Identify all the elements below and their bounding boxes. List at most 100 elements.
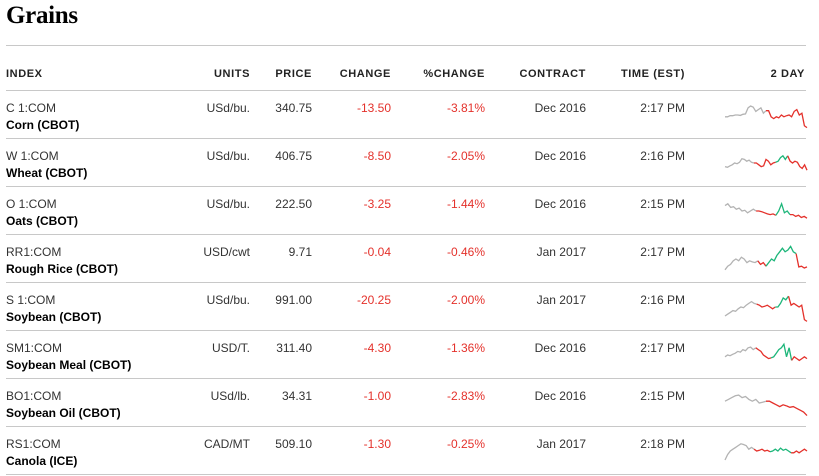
- two-day-sparkline[interactable]: [724, 95, 808, 135]
- symbol-label: O 1:COM: [6, 197, 57, 211]
- contract-value: Dec 2016: [534, 197, 586, 211]
- price-value: 991.00: [275, 293, 312, 307]
- change-value: -1.30: [363, 437, 391, 451]
- table-row[interactable]: BO1:COM Soybean Oil (CBOT) USd/lb. 34.31 -1.…: [0, 379, 819, 427]
- instrument-name[interactable]: Rough Rice (CBOT): [6, 262, 118, 276]
- sparkline-previous-day: [724, 202, 757, 214]
- sparkline-previous-day: [724, 157, 755, 169]
- title-divider: [6, 45, 806, 46]
- header-units[interactable]: UNITS: [214, 68, 250, 80]
- sparkline-down-segment: [786, 405, 808, 417]
- change-value: -20.25: [356, 293, 391, 307]
- pct-change-value: -1.44%: [446, 197, 485, 211]
- price-value: 340.75: [275, 101, 312, 115]
- contract-value: Dec 2016: [534, 341, 586, 355]
- sparkline-up-segment: [775, 201, 791, 216]
- instrument-name[interactable]: Canola (ICE): [6, 454, 78, 468]
- sparkline-down-segment: [755, 347, 772, 360]
- change-value: -1.00: [363, 389, 391, 403]
- row-divider: [6, 282, 806, 283]
- two-day-sparkline[interactable]: [724, 335, 808, 375]
- units-value: USd/bu.: [206, 149, 250, 163]
- price-value: 9.71: [288, 245, 312, 259]
- pct-change-value: -3.81%: [446, 101, 485, 115]
- sparkline-down-segment: [756, 303, 776, 310]
- instrument-name[interactable]: Soybean Meal (CBOT): [6, 358, 132, 372]
- sparkline-down-segment: [787, 155, 808, 171]
- sparkline-previous-day: [724, 300, 757, 317]
- table-row[interactable]: S 1:COM Soybean (CBOT) USd/bu. 991.00 -20.25…: [0, 283, 819, 331]
- header-2day-chart[interactable]: 2 DAY: [770, 68, 805, 80]
- pct-change-value: -2.00%: [446, 293, 485, 307]
- change-value: -13.50: [356, 101, 391, 115]
- table-row[interactable]: W 1:COM Wheat (CBOT) USd/bu. 406.75 -8.50 -2.…: [0, 139, 819, 187]
- two-day-sparkline[interactable]: [724, 431, 808, 471]
- table-row[interactable]: RR1:COM Rough Rice (CBOT) USD/cwt 9.71 -0.04…: [0, 235, 819, 283]
- header-divider: [6, 90, 806, 91]
- sparkline-previous-day: [724, 443, 755, 461]
- change-value: -8.50: [363, 149, 391, 163]
- sparkline-up-segment: [775, 154, 789, 163]
- sparkline-previous-day: [724, 346, 757, 358]
- row-divider: [6, 474, 806, 475]
- table-row[interactable]: O 1:COM Oats (CBOT) USd/bu. 222.50 -3.25 -1.4…: [0, 187, 819, 235]
- two-day-sparkline[interactable]: [724, 191, 808, 231]
- time-value: 2:16 PM: [640, 293, 685, 307]
- sparkline-down-segment: [756, 210, 777, 216]
- two-day-sparkline[interactable]: [724, 287, 808, 327]
- table-row[interactable]: RS1:COM Canola (ICE) CAD/MT 509.10 -1.30 -0.2…: [0, 427, 819, 475]
- page-title: Grains: [6, 2, 78, 29]
- pct-change-value: -0.46%: [446, 245, 485, 259]
- time-value: 2:15 PM: [640, 389, 685, 403]
- header-contract[interactable]: CONTRACT: [519, 68, 586, 80]
- table-row[interactable]: C 1:COM Corn (CBOT) USd/bu. 340.75 -13.50 -3.…: [0, 91, 819, 139]
- units-value: USd/bu.: [206, 101, 250, 115]
- instrument-name[interactable]: Corn (CBOT): [6, 118, 80, 132]
- sparkline-down-segment: [786, 108, 808, 129]
- time-value: 2:16 PM: [640, 149, 685, 163]
- header-change[interactable]: CHANGE: [339, 68, 391, 80]
- sparkline-down-segment: [787, 296, 808, 322]
- instrument-name[interactable]: Wheat (CBOT): [6, 166, 88, 180]
- instrument-name[interactable]: Soybean Oil (CBOT): [6, 406, 121, 420]
- sparkline-up-segment: [765, 245, 797, 267]
- units-value: CAD/MT: [204, 437, 250, 451]
- table-row[interactable]: SM1:COM Soybean Meal (CBOT) USD/T. 311.40 -4…: [0, 331, 819, 379]
- price-value: 34.31: [281, 389, 312, 403]
- row-divider: [6, 186, 806, 187]
- contract-value: Jan 2017: [536, 293, 586, 307]
- two-day-sparkline[interactable]: [724, 143, 808, 183]
- row-divider: [6, 378, 806, 379]
- row-divider: [6, 426, 806, 427]
- header-index[interactable]: INDEX: [6, 68, 43, 80]
- pct-change-value: -0.25%: [446, 437, 485, 451]
- symbol-label: W 1:COM: [6, 149, 59, 163]
- symbol-label: C 1:COM: [6, 101, 57, 115]
- sparkline-down-segment: [791, 355, 808, 362]
- contract-value: Dec 2016: [534, 149, 586, 163]
- row-divider: [6, 234, 806, 235]
- pct-change-value: -2.05%: [446, 149, 485, 163]
- sparkline-up-segment: [769, 447, 792, 454]
- contract-value: Jan 2017: [536, 437, 586, 451]
- change-value: -4.30: [363, 341, 391, 355]
- header-price[interactable]: PRICE: [275, 68, 312, 80]
- two-day-sparkline[interactable]: [724, 239, 808, 279]
- row-divider: [6, 138, 806, 139]
- sparkline-down-segment: [766, 400, 787, 408]
- change-value: -3.25: [363, 197, 391, 211]
- change-value: -0.04: [363, 245, 391, 259]
- symbol-label: RR1:COM: [6, 245, 62, 259]
- units-value: USd/lb.: [210, 389, 250, 403]
- two-day-sparkline[interactable]: [724, 383, 808, 423]
- sparkline-previous-day: [725, 105, 767, 118]
- instrument-name[interactable]: Oats (CBOT): [6, 214, 78, 228]
- symbol-label: SM1:COM: [6, 341, 63, 355]
- header-time[interactable]: TIME (EST): [620, 68, 685, 80]
- sparkline-up-segment: [775, 295, 790, 308]
- header-pct-change[interactable]: %CHANGE: [423, 68, 485, 80]
- units-value: USd/bu.: [206, 293, 250, 307]
- sparkline-down-segment: [791, 448, 808, 454]
- contract-value: Dec 2016: [534, 101, 586, 115]
- instrument-name[interactable]: Soybean (CBOT): [6, 310, 102, 324]
